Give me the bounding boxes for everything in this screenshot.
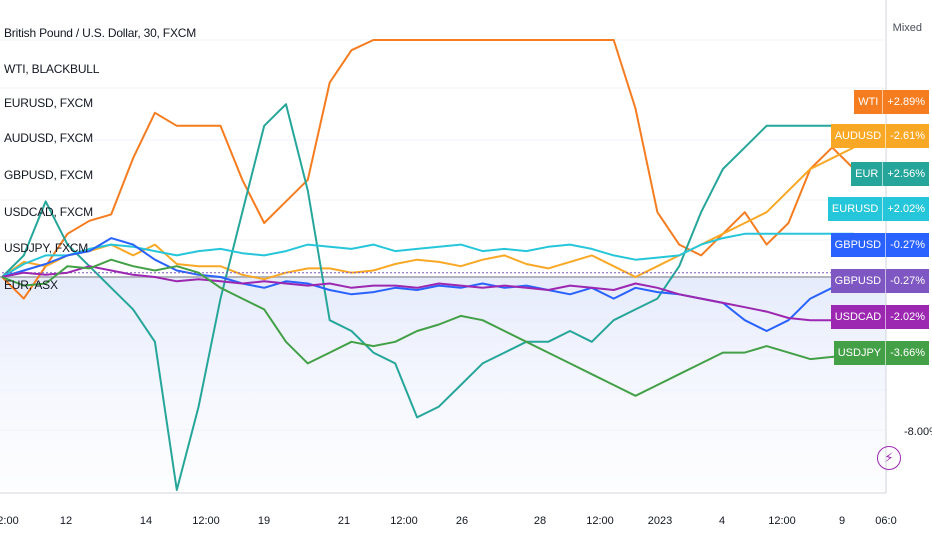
x-tick-label: 14 bbox=[140, 515, 152, 527]
price-tag-name: GBPUSD bbox=[834, 239, 882, 251]
legend-item-audusd[interactable]: AUDUSD, FXCM bbox=[4, 131, 93, 145]
legend-item-wti[interactable]: WTI, BLACKBULL bbox=[4, 62, 100, 76]
y-tick-label: -8.00% bbox=[904, 426, 932, 438]
price-tag-name: WTI bbox=[858, 96, 879, 108]
price-tag-wti: WTI +2.89% bbox=[854, 90, 929, 114]
x-tick-label: 12:00 bbox=[390, 515, 418, 527]
lightning-icon[interactable]: ⚡ bbox=[877, 446, 901, 470]
x-tick-label: 4 bbox=[719, 515, 725, 527]
price-tag-usdcad: USDCAD -2.02% bbox=[830, 305, 929, 329]
series-line-audusd bbox=[1, 146, 855, 281]
scale-mode-label[interactable]: Mixed bbox=[892, 22, 922, 34]
price-tag-name: EUR bbox=[855, 168, 879, 180]
series-line-usdcad bbox=[1, 265, 854, 322]
price-tag-gbpusd: GBPUSD -0.27% bbox=[830, 233, 929, 257]
x-tick-label: 12 bbox=[60, 515, 72, 527]
price-tag-value: +2.89% bbox=[882, 90, 929, 114]
series-line-eurusd bbox=[1, 232, 854, 278]
price-tag-value: +2.56% bbox=[882, 162, 929, 186]
x-tick-label: 9 bbox=[839, 515, 845, 527]
price-tag-gbpusd: GBPUSD -0.27% bbox=[830, 269, 929, 293]
x-tick-label: 2:00 bbox=[0, 515, 19, 527]
legend-item-usdcad[interactable]: USDCAD, FXCM bbox=[4, 205, 93, 219]
negative-area-fill bbox=[0, 277, 886, 490]
price-tag-name: AUDUSD bbox=[834, 130, 882, 142]
price-tag-name: USDJPY bbox=[837, 347, 882, 359]
price-tag-name: USDCAD bbox=[834, 311, 882, 323]
x-tick-label: 06:0 bbox=[875, 515, 896, 527]
x-tick-label: 21 bbox=[338, 515, 350, 527]
x-tick-label: 28 bbox=[534, 515, 546, 527]
price-tag-eur: EUR +2.56% bbox=[851, 162, 929, 186]
price-tag-value: -2.61% bbox=[885, 124, 929, 148]
x-tick-label: 12:00 bbox=[192, 515, 220, 527]
price-tag-usdjpy: USDJPY -3.66% bbox=[833, 341, 929, 365]
price-tag-value: -0.27% bbox=[885, 269, 929, 293]
legend-item-eur-asx[interactable]: EUR, ASX bbox=[4, 278, 58, 292]
x-tick-label: 12:00 bbox=[768, 515, 796, 527]
series-line-wti bbox=[1, 39, 855, 300]
price-tag-value: -0.27% bbox=[885, 233, 929, 257]
price-tag-value: -2.02% bbox=[885, 305, 929, 329]
x-tick-label: 19 bbox=[258, 515, 270, 527]
x-axis-ticks: 2:00 12 14 12:00 19 21 12:00 26 28 12:00 2023 4 12:0… bbox=[0, 515, 897, 527]
price-tag-name: GBPUSD bbox=[834, 275, 882, 287]
series-layer bbox=[1, 39, 855, 491]
price-tag-value: +2.02% bbox=[882, 197, 929, 221]
x-tick-label: 2023 bbox=[648, 515, 672, 527]
x-tick-label: 12:00 bbox=[586, 515, 614, 527]
series-line-eur bbox=[1, 103, 854, 491]
chart-title: British Pound / U.S. Dollar, 30, FXCM bbox=[4, 26, 197, 40]
x-tick-label: 26 bbox=[456, 515, 468, 527]
price-tag-value: -3.66% bbox=[885, 341, 929, 365]
price-tag-audusd: AUDUSD -2.61% bbox=[830, 124, 929, 148]
price-tag-name: EURUSD bbox=[831, 203, 879, 215]
y-axis-ticks: -8.00% bbox=[904, 426, 932, 438]
series-line-usdjpy bbox=[1, 258, 855, 397]
legend-item-usdjpy[interactable]: USDJPY, FXCM bbox=[4, 241, 89, 255]
legend-item-gbpusd[interactable]: GBPUSD, FXCM bbox=[4, 168, 93, 182]
legend-item-eurusd[interactable]: EURUSD, FXCM bbox=[4, 96, 93, 110]
price-tag-eurusd: EURUSD +2.02% bbox=[827, 197, 929, 221]
